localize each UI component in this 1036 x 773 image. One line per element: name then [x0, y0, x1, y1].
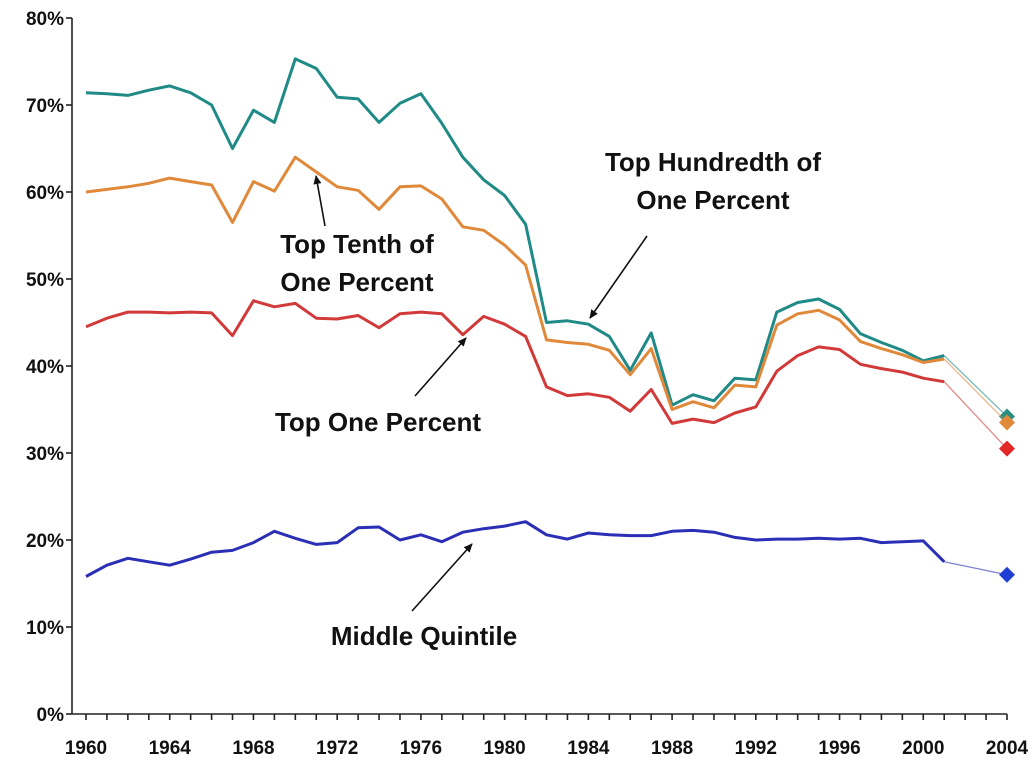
- middle-quintile-projection-line: [944, 561, 1008, 576]
- x-tick-label: 1984: [567, 738, 610, 759]
- y-tick-label: 10%: [26, 618, 64, 639]
- x-tick-label: 2000: [902, 738, 944, 759]
- y-tick-labels: 0% 10% 20% 30% 40% 50% 60% 70% 80%: [26, 9, 64, 726]
- x-tick-label: 2004: [986, 738, 1029, 759]
- top-one-percent-annotation-arrow: [414, 337, 467, 397]
- top-hundredth-line: [85, 57, 945, 407]
- y-tick-label: 0%: [37, 705, 65, 726]
- top-one-percent-line: [85, 299, 945, 425]
- top-tenth-annotation-arrow: [313, 175, 326, 227]
- x-tick-label: 1992: [735, 738, 777, 759]
- top-one-percent-projected-marker: [999, 440, 1015, 457]
- x-tick-label: 1972: [316, 738, 358, 759]
- annotation-layer: Top Hundredth of One Percent Top Tenth of O…: [275, 147, 821, 651]
- top-hundredth-annotation-label: One Percent: [636, 185, 790, 215]
- top-tenth-annotation-label: One Percent: [280, 267, 434, 297]
- top-one-percent-projection-line: [943, 381, 1008, 450]
- y-tick-label: 70%: [26, 96, 64, 117]
- top-hundredth-annotation-arrow: [589, 235, 648, 319]
- y-tick-label: 50%: [26, 270, 64, 291]
- y-tick-label: 40%: [26, 357, 64, 378]
- x-tick-label: 1976: [400, 738, 442, 759]
- top-tenth-annotation-label: Top Tenth of: [280, 229, 434, 259]
- middle-quintile-projected-marker: [999, 566, 1015, 583]
- y-tick-label: 30%: [26, 444, 64, 465]
- middle-quintile-line: [85, 520, 946, 578]
- x-tick-label: 1968: [232, 738, 274, 759]
- middle-quintile-annotation-label: Middle Quintile: [331, 621, 517, 651]
- series-layer: [85, 57, 1015, 583]
- top-tenth-projected-marker: [999, 414, 1015, 431]
- x-tick-label: 1980: [483, 738, 525, 759]
- y-tick-label: 60%: [26, 183, 64, 204]
- y-tick-label: 20%: [26, 531, 64, 552]
- x-tick-label: 1996: [818, 738, 860, 759]
- middle-quintile-annotation-arrow: [411, 543, 473, 612]
- x-tick-label: 1960: [65, 738, 107, 759]
- top-tenth-line: [85, 155, 945, 411]
- top-one-percent-annotation-label: Top One Percent: [275, 407, 481, 437]
- y-tick-label: 80%: [26, 9, 64, 30]
- top-hundredth-projection-line: [943, 355, 1008, 417]
- top-tenth-projection-line: [943, 358, 1008, 424]
- top-hundredth-annotation-label: Top Hundredth of: [605, 147, 821, 177]
- x-tick-labels: 1960 1964 1968 1972 1976 1980 1984 1988 1992 1996…: [65, 738, 1029, 759]
- axes: [66, 17, 1008, 720]
- x-tick-label: 1988: [651, 738, 693, 759]
- x-tick-label: 1964: [149, 738, 192, 759]
